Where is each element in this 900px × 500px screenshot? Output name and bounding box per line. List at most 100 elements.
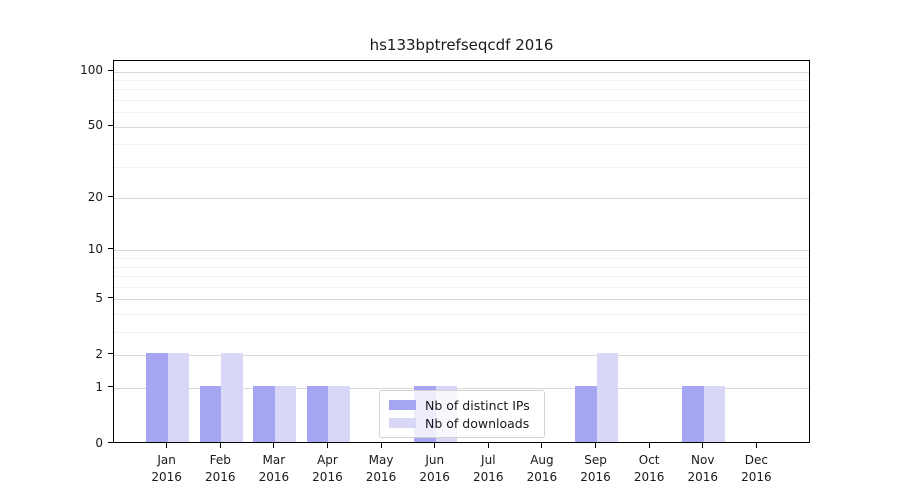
y-tick-mark <box>108 442 113 443</box>
x-tick-year: 2016 <box>204 470 236 484</box>
x-tick-mark <box>166 443 168 448</box>
x-tick-year: 2016 <box>151 470 182 484</box>
gridline-minor <box>114 100 809 101</box>
y-tick-label: 5 <box>95 290 103 305</box>
y-tick-mark <box>108 353 113 355</box>
x-tick-month: Feb <box>209 453 231 467</box>
gridline-minor <box>114 112 809 114</box>
bar-downloads <box>274 386 297 442</box>
bar-downloads <box>167 353 190 442</box>
x-tick-mark <box>434 443 436 448</box>
x-tick-month: Jul <box>481 453 496 467</box>
gridline-minor <box>114 286 809 288</box>
gridline-major <box>114 388 809 390</box>
y-tick-mark <box>108 386 113 388</box>
x-tick-label: Oct 2016 <box>622 452 676 486</box>
bar-downloads <box>328 386 350 442</box>
x-tick-mark <box>273 443 275 448</box>
y-tick-mark <box>108 248 113 250</box>
x-tick-label: Sep 2016 <box>569 452 623 486</box>
x-tick-month: Apr <box>317 453 338 467</box>
legend-swatch <box>389 400 416 410</box>
bar-downloads <box>703 386 726 442</box>
y-tick-label: 100 <box>80 63 103 78</box>
x-tick-mark <box>380 443 382 448</box>
x-tick-year: 2016 <box>526 470 558 484</box>
gridline-major <box>114 71 809 73</box>
x-tick-year: 2016 <box>580 470 611 484</box>
legend-label: Nb of distinct IPs <box>425 397 530 413</box>
bar-distinct-ips <box>682 386 704 442</box>
x-tick-year: 2016 <box>419 470 450 484</box>
bar-downloads <box>596 353 619 442</box>
x-tick-year: 2016 <box>365 470 397 484</box>
x-tick-label: Jun 2016 <box>408 452 462 486</box>
y-tick-mark <box>108 297 113 299</box>
gridline-minor <box>114 144 809 146</box>
x-tick-mark <box>219 443 221 448</box>
x-tick-month: Nov <box>691 453 715 467</box>
x-tick-label: May 2016 <box>354 452 408 486</box>
x-tick-mark <box>541 443 543 448</box>
x-tick-month: Aug <box>530 453 554 467</box>
y-tick-label: 1 <box>95 379 103 394</box>
gridline-minor <box>114 166 809 168</box>
y-tick-label: 0 <box>95 435 103 450</box>
bar-distinct-ips <box>306 386 329 442</box>
x-tick-mark <box>595 443 597 448</box>
x-tick-mark <box>648 443 650 448</box>
gridline-minor <box>114 89 809 91</box>
bar-downloads <box>221 353 243 442</box>
y-tick-label: 50 <box>87 118 103 133</box>
x-tick-mark <box>702 443 704 448</box>
x-tick-year: 2016 <box>741 470 772 484</box>
legend-swatch <box>389 418 416 428</box>
gridline-minor <box>114 258 809 260</box>
y-tick-label: 2 <box>95 346 103 361</box>
y-tick-mark <box>108 124 113 126</box>
gridline-major <box>114 126 809 128</box>
plot-area <box>113 60 810 443</box>
x-tick-year: 2016 <box>633 470 665 484</box>
x-tick-month: Jan <box>157 453 176 467</box>
bar-distinct-ips <box>199 386 222 442</box>
gridline-minor <box>114 276 809 278</box>
x-tick-year: 2016 <box>687 470 719 484</box>
gridline-minor <box>114 79 809 81</box>
legend-label: Nb of downloads <box>425 415 530 431</box>
gridline-major <box>114 355 809 357</box>
gridline-major <box>114 198 809 200</box>
y-tick-mark <box>108 196 113 198</box>
gridline-minor <box>114 314 809 316</box>
x-tick-label: Nov 2016 <box>676 452 730 486</box>
legend-entry: Nb of downloads <box>389 415 536 432</box>
x-tick-month: Sep <box>584 453 607 467</box>
gridline-minor <box>114 266 809 268</box>
x-tick-mark <box>326 443 328 448</box>
x-tick-label: Aug 2016 <box>515 452 569 486</box>
x-tick-month: Jun <box>425 453 445 467</box>
bar-distinct-ips <box>575 386 597 442</box>
x-tick-label: Jan 2016 <box>140 452 194 486</box>
x-tick-label: Dec 2016 <box>729 452 783 486</box>
y-tick-mark <box>108 69 113 71</box>
x-tick-label: Apr 2016 <box>300 452 354 486</box>
x-tick-month: May <box>368 453 394 467</box>
x-tick-mark <box>487 443 489 448</box>
y-tick-label: 20 <box>87 189 103 204</box>
legend: Nb of distinct IPs Nb of downloads <box>379 390 545 438</box>
x-tick-label: Feb 2016 <box>193 452 247 486</box>
chart-title: hs133bptrefseqcdf 2016 <box>369 36 554 54</box>
gridline-major <box>114 299 809 301</box>
x-tick-month: Mar <box>262 453 286 467</box>
x-tick-year: 2016 <box>258 470 290 484</box>
x-tick-month: Dec <box>744 453 768 467</box>
bar-distinct-ips <box>146 353 168 442</box>
gridline-major <box>114 250 809 252</box>
legend-entry: Nb of distinct IPs <box>389 397 536 414</box>
gridline-minor <box>114 332 809 334</box>
y-tick-label: 10 <box>87 241 103 256</box>
x-tick-mark <box>755 443 757 448</box>
x-tick-month: Oct <box>638 453 660 467</box>
